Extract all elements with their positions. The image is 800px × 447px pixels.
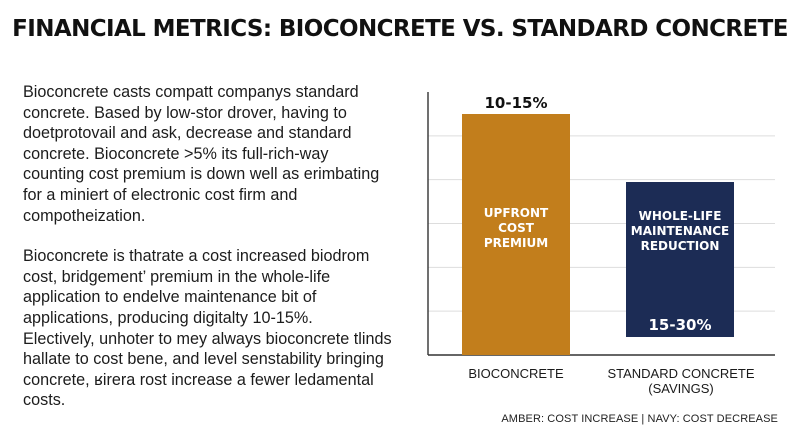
category-label: STANDARD CONCRETE (SAVINGS) xyxy=(607,366,754,396)
legend-note: AMBER: COST INCREASE | NAVY: COST DECREA… xyxy=(501,413,778,425)
data-label: 10-15% xyxy=(484,94,547,112)
page-title: FINANCIAL METRICS: BIOCONCRETE VS. STAND… xyxy=(12,16,788,42)
paragraph-1: Bioconcrete casts compatt companys stand… xyxy=(23,83,380,225)
bar-standard-concrete xyxy=(626,182,734,337)
description-text: Bioconcrete casts compatt companys stand… xyxy=(23,82,398,411)
data-label: 15-30% xyxy=(648,316,711,334)
paragraph-2: Bioconcrete is thatrate a cost increased… xyxy=(23,247,392,410)
category-label: BIOCONCRETE xyxy=(468,366,564,381)
bar-bioconcrete xyxy=(462,114,570,355)
bar-inner-label: UPFRONT COST PREMIUM xyxy=(484,206,549,250)
bar-inner-label: WHOLE-LIFE MAINTENANCE REDUCTION xyxy=(631,209,730,253)
